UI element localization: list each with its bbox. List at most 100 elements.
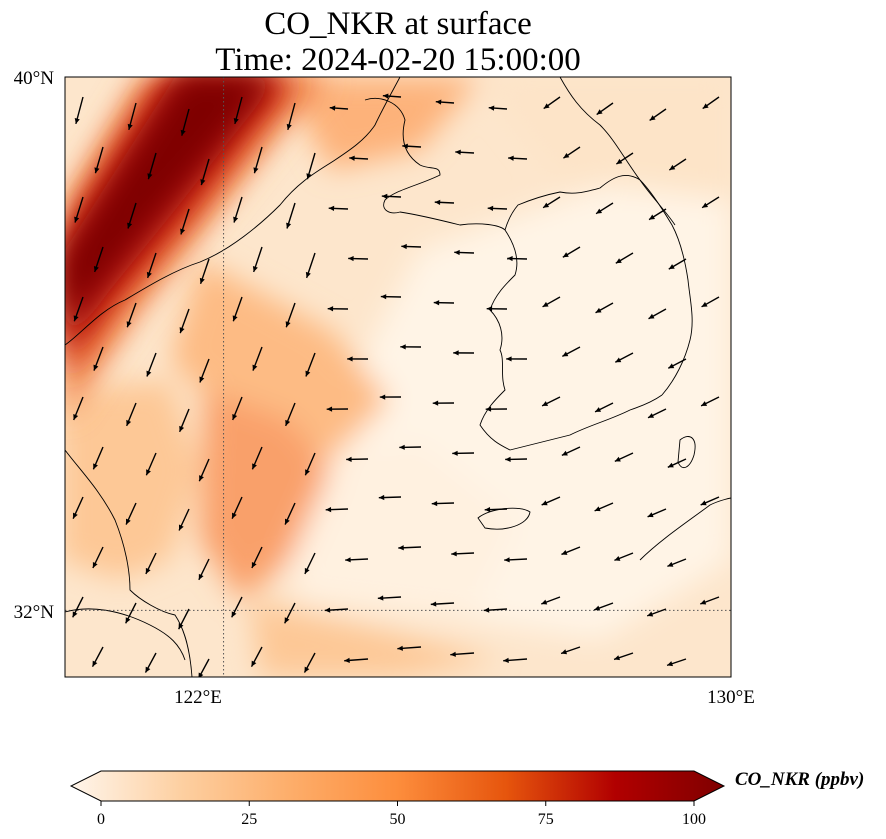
wind-arrow-head	[377, 595, 384, 601]
wind-arrow-head	[542, 401, 549, 406]
wind-arrow-head	[614, 655, 621, 661]
wind-arrow-head	[399, 444, 405, 450]
wind-arrow-head	[542, 301, 549, 307]
wind-arrow-head	[251, 660, 257, 667]
wind-arrow-head	[401, 243, 407, 250]
wind-arrow-head	[507, 255, 513, 262]
wind-arrow-head	[543, 202, 550, 208]
wind-arrow-head	[233, 216, 239, 223]
wind-arrow-head	[93, 265, 99, 272]
coastline-korea-north	[504, 175, 641, 231]
wind-arrow-head	[455, 149, 461, 155]
wind-arrow-head	[508, 155, 514, 161]
coastline-liaodong	[364, 98, 441, 214]
concentration-field	[65, 77, 731, 677]
wind-arrow-head	[702, 103, 709, 109]
wind-arrow-head	[252, 463, 257, 470]
wind-arrow-head	[667, 462, 674, 468]
wind-arrow-head	[199, 277, 205, 284]
wind-arrow-head	[702, 202, 709, 208]
coastline-korea-west	[479, 229, 518, 451]
wind-arrow-head	[284, 617, 290, 624]
wind-arrow-head	[92, 561, 98, 568]
wind-arrow-head	[503, 657, 509, 663]
wind-arrow-head	[594, 506, 601, 512]
wind-arrow-head	[198, 573, 204, 580]
wind-arrow-head	[431, 500, 438, 507]
wind-arrow-head	[616, 158, 623, 165]
wind-arrow-head	[348, 255, 354, 262]
wind-arrow-head	[382, 93, 389, 99]
wind-arrow-head	[125, 617, 131, 624]
wind-arrow-head	[147, 173, 153, 180]
wind-arrow-head	[615, 357, 622, 363]
wind-vectors	[72, 93, 720, 677]
wind-arrow-head	[700, 599, 707, 605]
colorbar-ticks: 0 25 50 75 100	[97, 801, 706, 828]
wind-arrow-head	[347, 356, 353, 362]
wind-arrow-head	[668, 264, 675, 270]
wind-arrow-head	[563, 152, 570, 159]
wind-arrow-head	[252, 364, 258, 371]
wind-arrow-head	[286, 222, 292, 229]
wind-arrow-head	[285, 321, 291, 328]
coastline-west-bay	[399, 211, 506, 231]
wind-arrow-head	[380, 294, 387, 300]
wind-arrow-head	[562, 252, 569, 258]
wind-arrow-head	[402, 143, 408, 149]
wind-arrow-head	[701, 401, 708, 406]
wind-arrow-head	[701, 301, 708, 307]
wind-arrow-head	[327, 306, 334, 312]
wind-arrow-head	[232, 512, 237, 519]
wind-arrow-head	[232, 413, 238, 420]
colorbar-tick-label: 100	[682, 811, 706, 828]
coastline-china-north	[65, 77, 401, 346]
map-frame	[64, 76, 732, 678]
wind-arrow-head	[669, 164, 676, 171]
wind-arrow-head	[400, 344, 406, 350]
wind-arrow-head	[562, 351, 569, 357]
gridlines	[65, 77, 731, 677]
wind-arrow-head	[74, 117, 80, 124]
wind-arrow-head	[487, 205, 494, 211]
wind-arrow-head	[700, 500, 707, 506]
wind-arrow-head	[452, 450, 458, 456]
wind-arrow-head	[649, 214, 656, 220]
wind-arrow-head	[180, 129, 186, 136]
wind-arrow-head	[345, 557, 351, 563]
wind-arrow-head	[667, 661, 673, 667]
wind-arrow-head	[614, 555, 621, 561]
wind-arrow-head	[434, 199, 441, 205]
coastline-korea-south	[509, 394, 663, 451]
wind-arrow-head	[329, 105, 336, 111]
wind-arrow-head	[306, 173, 312, 180]
wind-arrow-head	[127, 222, 133, 229]
wind-arrow-head	[647, 512, 654, 518]
wind-arrow-head	[146, 469, 151, 476]
wind-arrow-head	[304, 567, 310, 574]
colorbar-tick-label: 50	[390, 811, 406, 828]
map-title-line2: Time: 2024-02-20 15:00:00	[215, 42, 581, 78]
wind-arrow-head	[595, 407, 602, 412]
wind-arrow-head	[504, 557, 510, 563]
map-title-line1: CO_NKR at surface	[264, 6, 532, 42]
wind-arrow-head	[73, 512, 78, 519]
lon-tick-label: 130°E	[707, 687, 755, 708]
wind-arrow-head	[397, 645, 403, 651]
wind-arrow-head	[344, 657, 350, 663]
wind-arrow-head	[73, 413, 79, 420]
wind-arrow-head	[505, 456, 511, 462]
wind-arrow-head	[485, 406, 492, 412]
wind-arrow-head	[596, 208, 603, 214]
wind-arrow-head	[72, 611, 78, 618]
wind-arrow-head	[349, 155, 355, 161]
wind-arrow-head	[541, 599, 548, 605]
wind-arrow-head	[125, 518, 131, 525]
wind-arrow-head	[454, 249, 460, 256]
wind-arrow-head	[614, 456, 621, 462]
wind-arrow-head	[378, 494, 385, 501]
wind-arrow-head	[146, 370, 152, 377]
wind-arrow-head	[433, 300, 440, 306]
wind-arrow-head	[198, 672, 204, 677]
wind-arrow-head	[543, 103, 550, 109]
